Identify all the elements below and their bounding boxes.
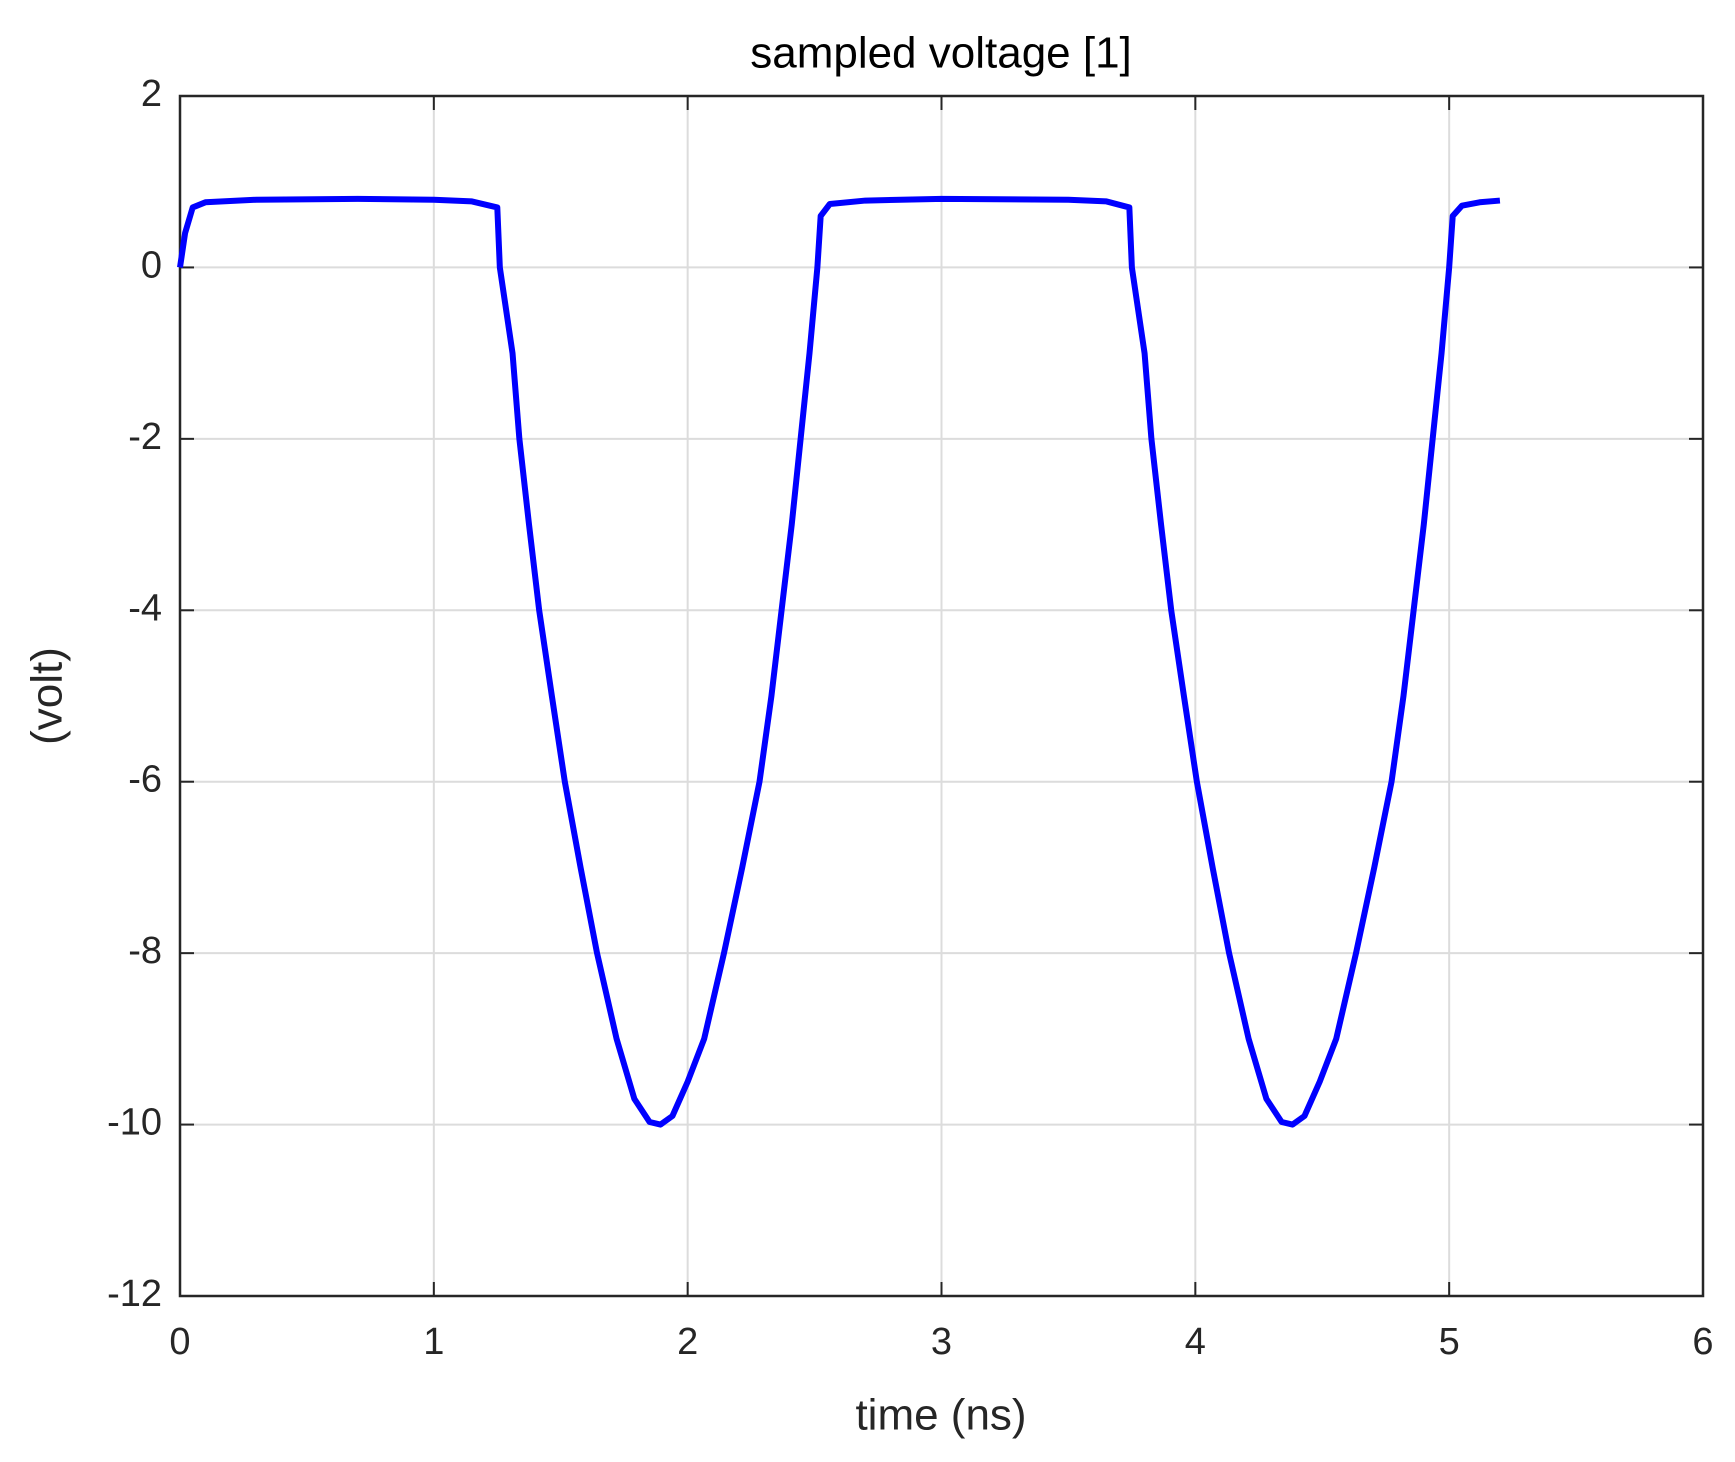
y-tick-label: 0 (141, 244, 162, 286)
y-tick-label: 2 (141, 73, 162, 115)
x-tick-label: 4 (1185, 1321, 1206, 1363)
y-tick-label: -10 (107, 1102, 162, 1144)
x-tick-label: 2 (677, 1321, 698, 1363)
plot-frame (178, 94, 1705, 1298)
x-tick-label: 6 (1692, 1321, 1713, 1363)
y-tick-label: -6 (128, 759, 162, 801)
x-tick-label: 3 (931, 1321, 952, 1363)
x-tick-label: 0 (169, 1321, 190, 1363)
y-tick-label: -12 (107, 1273, 162, 1315)
chart-title: sampled voltage [1] (750, 29, 1132, 78)
y-axis-label: (volt) (23, 647, 72, 745)
y-tick-label: -2 (128, 416, 162, 458)
y-tick-label: -4 (128, 587, 162, 629)
x-tick-label: 1 (423, 1321, 444, 1363)
y-tick-label: -8 (128, 930, 162, 972)
data-line (177, 195, 1501, 1128)
x-axis-label: time (ns) (855, 1391, 1026, 1440)
x-tick-label: 5 (1439, 1321, 1460, 1363)
